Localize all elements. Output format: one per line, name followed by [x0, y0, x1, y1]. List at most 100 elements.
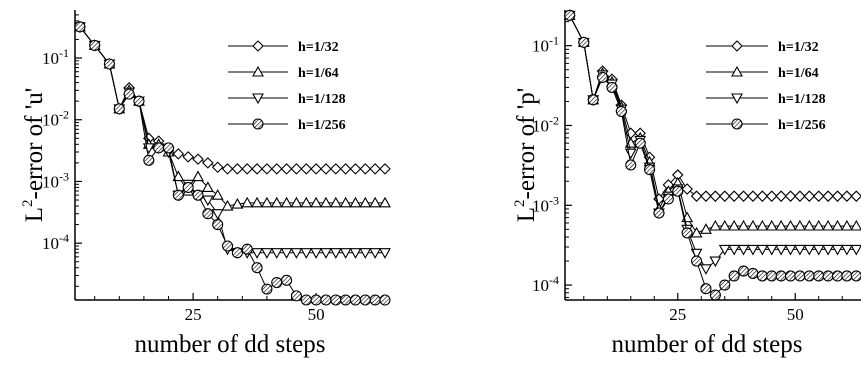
- data-point: [310, 163, 322, 175]
- data-point: [728, 219, 741, 231]
- data-point: [300, 163, 313, 175]
- data-point: [822, 190, 834, 202]
- legend-marker: [252, 40, 264, 52]
- data-point: [379, 248, 391, 259]
- data-point: [172, 170, 185, 182]
- data-point: [349, 196, 362, 208]
- data-point: [634, 137, 646, 149]
- data-point: [281, 274, 293, 286]
- data-point: [803, 190, 816, 202]
- legend-label: h=1/128: [778, 92, 826, 107]
- data-point: [231, 197, 244, 209]
- data-point: [709, 289, 721, 301]
- data-point: [339, 196, 352, 208]
- data-point: [182, 181, 194, 193]
- data-point: [803, 270, 815, 282]
- data-point: [231, 247, 243, 259]
- legend-marker: [252, 93, 264, 105]
- data-point: [737, 219, 750, 231]
- data-point: [653, 207, 665, 219]
- data-point: [765, 244, 778, 256]
- y-tick-label: 10-2: [42, 108, 69, 130]
- x-tick-label: 50: [308, 305, 325, 324]
- data-point: [850, 190, 861, 202]
- data-point: [280, 163, 293, 175]
- data-point: [644, 164, 656, 176]
- data-point: [349, 294, 362, 306]
- data-point: [840, 219, 853, 231]
- data-point: [260, 196, 273, 208]
- data-point: [691, 255, 703, 267]
- data-point: [339, 248, 352, 259]
- data-point: [587, 94, 599, 106]
- data-point: [700, 283, 712, 295]
- data-point: [211, 209, 224, 220]
- data-point: [192, 170, 204, 182]
- data-point: [756, 244, 769, 256]
- data-point: [260, 248, 273, 259]
- data-point: [747, 267, 759, 279]
- data-point: [290, 290, 302, 302]
- data-point: [290, 196, 303, 208]
- data-point: [794, 190, 806, 202]
- legend-label: h=1/64: [298, 66, 339, 81]
- data-point: [700, 190, 712, 202]
- data-point: [681, 227, 693, 239]
- data-point: [718, 190, 731, 202]
- data-point: [822, 219, 835, 231]
- data-point: [103, 58, 115, 70]
- data-point: [775, 244, 788, 256]
- legend-entry: h=1/64: [706, 65, 819, 81]
- data-point: [737, 244, 750, 256]
- data-point: [369, 248, 382, 259]
- data-point: [369, 163, 381, 175]
- legend-marker: [731, 118, 743, 130]
- data-point: [162, 142, 175, 154]
- data-point: [320, 248, 332, 259]
- data-point: [379, 196, 391, 208]
- data-point: [822, 270, 834, 282]
- data-point: [681, 183, 693, 195]
- data-point: [756, 219, 769, 231]
- data-point: [201, 195, 214, 207]
- data-point: [300, 294, 312, 306]
- data-point: [359, 163, 372, 175]
- y-tick-label: 10-1: [532, 34, 559, 56]
- data-point: [192, 153, 204, 165]
- data-point: [737, 190, 750, 202]
- data-point: [133, 95, 145, 107]
- data-point: [320, 196, 332, 208]
- data-point: [756, 270, 768, 282]
- data-point: [672, 185, 684, 197]
- data-point: [241, 243, 253, 255]
- series-line: [79, 26, 385, 301]
- data-point: [339, 163, 352, 175]
- data-point: [212, 219, 224, 231]
- data-point: [271, 277, 283, 289]
- data-point: [320, 163, 332, 175]
- data-point: [349, 248, 362, 259]
- data-point: [756, 190, 769, 202]
- data-point: [784, 270, 797, 282]
- data-point: [369, 196, 382, 208]
- data-point: [270, 196, 283, 208]
- data-point: [812, 190, 825, 202]
- data-point: [822, 244, 835, 256]
- data-point: [89, 39, 101, 51]
- data-point: [690, 190, 703, 202]
- data-point: [747, 244, 759, 256]
- legend-marker: [252, 65, 264, 77]
- data-point: [74, 21, 86, 33]
- data-point: [766, 270, 778, 282]
- legend-marker: [731, 40, 743, 52]
- data-point: [812, 244, 825, 256]
- data-point: [349, 163, 362, 175]
- data-point: [747, 219, 759, 231]
- legend-entry: h=1/128: [228, 92, 346, 107]
- data-point: [172, 148, 185, 160]
- data-point: [251, 248, 263, 259]
- data-point: [840, 244, 853, 256]
- data-point: [330, 294, 342, 306]
- data-point: [270, 248, 283, 259]
